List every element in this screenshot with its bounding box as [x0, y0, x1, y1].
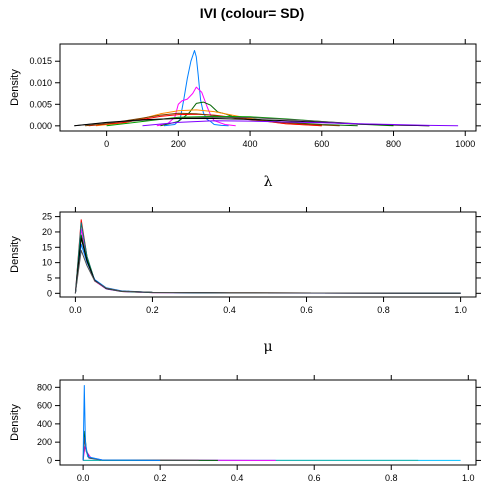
y-tick-label: 0 [47, 455, 52, 465]
density-series-line [74, 237, 461, 294]
x-tick-label: 200 [171, 139, 186, 149]
x-tick-label: 0.8 [377, 305, 390, 315]
x-tick-label: 0.6 [300, 305, 313, 315]
x-tick-label: 0.0 [69, 305, 82, 315]
plot-frame [59, 379, 477, 466]
y-tick-label: 0 [47, 288, 52, 298]
x-tick-label: 0.2 [146, 305, 159, 315]
x-tick-label: 0.2 [154, 473, 167, 483]
x-tick-label: 1.0 [454, 305, 467, 315]
panel-3: 0.0 0.2 0.4 0.6 0.8 1.0 0 200 400 600 800 Density [9, 375, 481, 483]
y-tick-label: 200 [37, 437, 52, 447]
density-series-line [82, 437, 199, 461]
panel-2: 0.0 0.2 0.4 0.6 0.8 1.0 0 5 10 15 20 25 Density μ [9, 207, 481, 355]
y-tick-label: 10 [42, 258, 52, 268]
density-series-line [156, 86, 236, 127]
x-tick-label: 0.8 [385, 473, 398, 483]
density-series-line [74, 234, 461, 294]
x-tick-label: 1.0 [462, 473, 475, 483]
y-tick-label: 0.015 [29, 56, 52, 66]
y-tick-label: 800 [37, 382, 52, 392]
x-tick-label: 0.6 [308, 473, 321, 483]
x-tick-label: 800 [386, 139, 401, 149]
x-axis-label: λ [264, 174, 273, 190]
y-tick-label: 25 [42, 212, 52, 222]
y-tick-label: 0.010 [29, 78, 52, 88]
x-tick-label: 600 [314, 139, 329, 149]
y-tick-label: 5 [47, 273, 52, 283]
y-tick-label: 0.000 [29, 121, 52, 131]
x-tick-label: 0 [104, 139, 109, 149]
y-tick-label: 15 [42, 242, 52, 252]
density-series-line [82, 430, 218, 461]
x-tick-label: 400 [243, 139, 258, 149]
y-tick-label: 400 [37, 419, 52, 429]
density-series-line [85, 112, 340, 127]
plot-frame [59, 211, 477, 298]
y-axis-label: Density [9, 69, 21, 106]
density-series-line [74, 219, 461, 294]
density-series-line [82, 446, 276, 461]
plot-frame [59, 43, 477, 132]
density-series-line [74, 222, 461, 294]
density-series-line [74, 243, 461, 294]
x-tick-label: 1000 [455, 139, 475, 149]
x-tick-label: 0.0 [77, 473, 90, 483]
figure-title: IVI (colour= SD) [200, 5, 305, 21]
y-axis-label: Density [9, 236, 21, 273]
density-series-line [142, 120, 459, 127]
y-tick-label: 600 [37, 401, 52, 411]
x-axis-label: μ [263, 339, 272, 355]
y-axis-label: Density [9, 404, 21, 441]
density-series-line [82, 385, 161, 461]
y-tick-label: 0.005 [29, 99, 52, 109]
y-tick-label: 20 [42, 227, 52, 237]
density-series-line [74, 249, 461, 294]
density-series-line [74, 228, 461, 294]
panel-1: 0 200 400 600 800 1000 0.000 0.005 0.010 0.015 Den… [9, 39, 481, 190]
density-series-line [163, 50, 229, 127]
x-tick-label: 0.4 [223, 305, 236, 315]
x-tick-label: 0.4 [231, 473, 244, 483]
